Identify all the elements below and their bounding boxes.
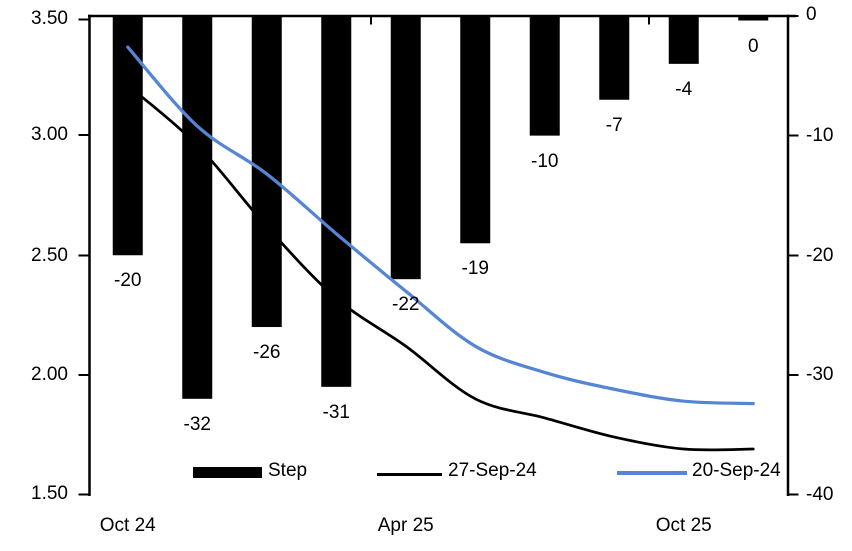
bar-value-label: -10: [531, 150, 559, 172]
right-axis-tick-label: -10: [806, 125, 834, 146]
line-20-Sep-24: [126, 45, 755, 406]
left-axis-tick-label: 2.50: [31, 245, 68, 266]
bar-step: [112, 16, 143, 256]
bar-step: [738, 16, 769, 21]
line-27-Sep-24: [126, 84, 755, 452]
legend-label-step: Step: [268, 460, 308, 481]
x-axis-label: Oct 25: [655, 515, 712, 536]
bar-series-step: [112, 16, 769, 399]
bar-value-label: -32: [183, 413, 211, 435]
legend-swatch-20-sep-line: [617, 471, 687, 475]
bar-step: [390, 16, 421, 280]
bar-step: [321, 16, 352, 387]
bar-step: [182, 16, 213, 399]
bar-step: [668, 16, 699, 64]
axes: [78, 14, 799, 496]
x-axis-label: Oct 24: [99, 515, 156, 536]
right-axis-tick-label: 0: [806, 4, 817, 25]
left-axis-tick-label: 2.00: [31, 364, 68, 385]
bar-value-label: 0: [747, 35, 759, 57]
left-axis-tick-label: 3.50: [31, 8, 68, 29]
bar-value-label: -22: [392, 294, 420, 316]
bar-value-label: -7: [605, 114, 623, 136]
bar-value-label: -20: [114, 270, 142, 292]
right-axis-tick-label: -40: [806, 484, 834, 505]
bar-step: [460, 16, 491, 244]
legend-label-20-sep: 20-Sep-24: [692, 460, 781, 481]
legend-swatch-step-bar: [193, 467, 262, 478]
bar-step: [251, 16, 282, 328]
bar-step: [529, 16, 560, 136]
bar-value-label: -31: [322, 401, 350, 423]
bar-value-label: -4: [675, 78, 693, 100]
left-axis-tick-label: 3.00: [31, 124, 68, 145]
left-axis-tick-label: 1.50: [31, 483, 68, 504]
line-series-group: [126, 45, 755, 452]
right-axis-tick-label: -30: [806, 364, 834, 385]
bar-value-label: -19: [461, 258, 489, 280]
bar-value-label: -26: [253, 342, 281, 364]
legend-swatch-27-sep-line: [377, 473, 442, 476]
right-axis-tick-label: -20: [806, 245, 834, 266]
x-axis-label: Apr 25: [377, 515, 434, 536]
legend-label-27-sep: 27-Sep-24: [448, 460, 537, 481]
bar-step: [599, 16, 630, 100]
